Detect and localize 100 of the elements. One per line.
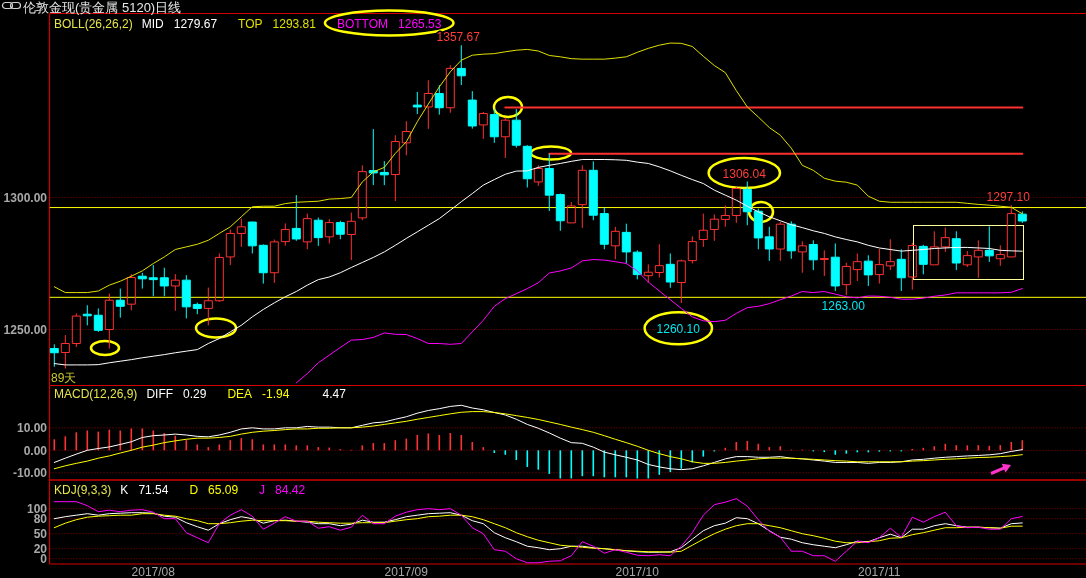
candlestick <box>797 240 807 274</box>
candlestick <box>995 244 1005 267</box>
candlestick <box>709 213 719 242</box>
candlestick <box>401 120 411 156</box>
candlestick <box>148 264 158 297</box>
candlestick <box>335 220 345 240</box>
candlestick <box>313 217 323 247</box>
chart-title: 伦敦金现(贵金属 5120)日线 <box>23 0 182 15</box>
candlestick <box>555 193 565 232</box>
annotation: 4.47 <box>322 387 347 401</box>
candlestick <box>687 235 697 265</box>
candlestick <box>346 212 356 261</box>
x-tick-label: 2017/11 <box>858 565 901 578</box>
candlestick <box>929 230 939 266</box>
candlestick <box>907 242 917 291</box>
annotation: 1297.10 <box>986 190 1031 205</box>
y-tick-label: 0.00 <box>23 443 48 458</box>
candlestick <box>786 220 796 260</box>
candlestick <box>566 201 576 224</box>
candlestick <box>522 144 532 188</box>
annotation: 84.42 <box>275 483 306 497</box>
text: DEA <box>227 387 253 401</box>
candlestick <box>467 90 477 130</box>
candlestick <box>511 108 521 149</box>
y-tick-label: 10.00 <box>16 421 48 436</box>
candlestick <box>214 252 224 303</box>
candlestick <box>962 250 972 268</box>
candlestick <box>269 239 279 284</box>
candlestick <box>984 225 994 263</box>
series-label: J <box>259 483 266 497</box>
candlestick <box>819 249 829 277</box>
candlestick <box>291 194 301 242</box>
candlestick <box>830 242 840 292</box>
candlestick <box>599 207 609 250</box>
candlestick <box>643 263 653 284</box>
candlestick <box>500 117 510 159</box>
y-tick-label: 1300.00 <box>3 190 48 205</box>
chart-title: KDJ(9,3,3) <box>54 483 112 497</box>
line-series <box>53 498 1023 564</box>
candlestick <box>863 254 873 287</box>
candlestick <box>302 213 312 250</box>
candlestick <box>357 164 367 221</box>
candlestick <box>137 272 147 290</box>
y-tick-label: 1250.00 <box>3 322 48 337</box>
annotation: 0.29 <box>183 387 207 401</box>
candlestick <box>764 226 774 262</box>
candlestick <box>203 287 213 326</box>
candlestick <box>885 238 895 271</box>
candlestick <box>390 134 400 202</box>
y-tick-label: -10.00 <box>12 466 48 481</box>
candlestick <box>588 160 598 221</box>
annotation: 1263.00 <box>821 298 866 313</box>
annotation: 1279.67 <box>173 16 218 31</box>
candlestick <box>654 243 664 279</box>
candlestick <box>104 293 114 350</box>
candlestick <box>478 111 488 140</box>
candlestick <box>874 248 884 285</box>
candlestick <box>159 267 169 297</box>
candlestick <box>1017 210 1027 224</box>
annotation: -1.94 <box>262 387 290 401</box>
annotation: 65.09 <box>208 483 239 497</box>
candlestick <box>610 226 620 260</box>
candlestick <box>368 128 378 186</box>
candlestick <box>82 304 92 326</box>
candlestick <box>71 312 81 348</box>
candlestick <box>698 213 708 248</box>
candlestick <box>621 223 631 265</box>
annotation: 1265.53 <box>398 16 442 31</box>
candlestick <box>632 249 642 280</box>
candlestick <box>742 181 752 226</box>
candlestick <box>973 239 983 279</box>
candlestick <box>951 230 961 271</box>
candlestick <box>720 204 730 228</box>
annotation: 1357.67 <box>436 30 481 45</box>
annotation: 1293.81 <box>272 16 317 31</box>
candlestick <box>412 91 422 115</box>
candlestick <box>247 221 257 254</box>
candlestick <box>896 248 906 292</box>
annotation: 89天 <box>51 370 77 385</box>
candlestick <box>379 160 389 186</box>
candlestick <box>676 259 686 304</box>
x-tick-label: 2017/10 <box>615 565 660 578</box>
candlestick <box>423 79 433 130</box>
annotation: 1306.04 <box>722 166 767 181</box>
candlestick <box>1006 204 1016 258</box>
text: DIFF <box>146 387 174 401</box>
candlestick <box>489 108 499 144</box>
text: MID <box>141 16 165 31</box>
candlestick <box>456 44 466 86</box>
candlestick <box>60 334 70 370</box>
y-tick-label: 50 <box>33 527 48 542</box>
candlestick <box>544 153 554 212</box>
candlestick <box>49 343 59 368</box>
x-tick-label: 2017/09 <box>384 565 429 578</box>
candlestick <box>665 252 675 289</box>
candlestick <box>577 164 587 229</box>
x-tick-label: 2017/08 <box>131 565 176 578</box>
text: TOP <box>238 16 263 31</box>
candlestick <box>753 208 763 250</box>
series-label: D <box>189 483 199 497</box>
